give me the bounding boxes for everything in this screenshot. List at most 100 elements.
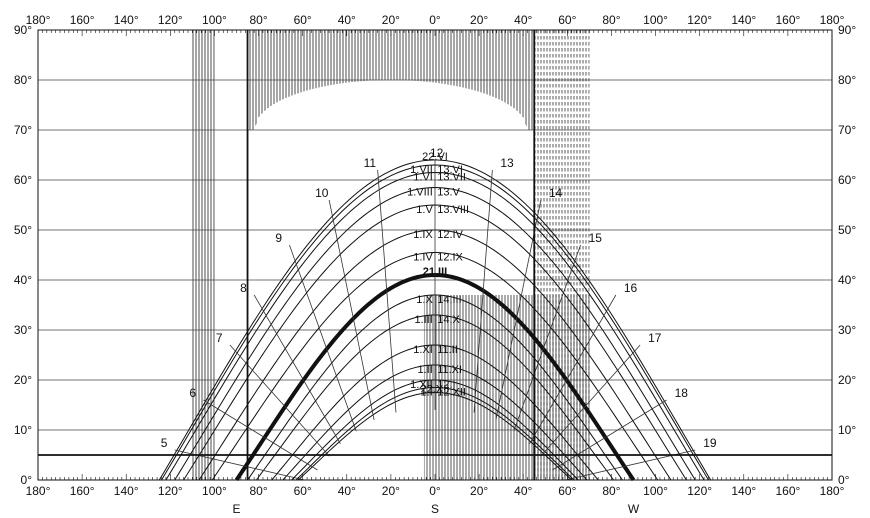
compass-label-E: E xyxy=(232,502,240,516)
x-tick-label-top: 120° xyxy=(687,13,712,27)
hour-label-12: 12 xyxy=(430,146,444,160)
x-tick-label-top: 20° xyxy=(382,13,400,27)
hour-line-8 xyxy=(253,294,341,444)
date-label-right-13: 12.XII xyxy=(437,387,466,399)
x-tick-label-bottom: 160° xyxy=(70,484,95,498)
axes: 180°180°160°160°140°140°120°120°100°100°… xyxy=(14,13,857,516)
date-label-0: 22.VI xyxy=(422,151,448,163)
date-label-right-9: 14.X xyxy=(437,314,460,326)
hour-label-10: 10 xyxy=(315,186,329,200)
hour-label-11: 11 xyxy=(364,156,377,170)
hour-label-14: 14 xyxy=(549,186,563,200)
hour-label-15: 15 xyxy=(589,231,603,245)
y-tick-label-right: 10° xyxy=(838,423,856,437)
hour-label-16: 16 xyxy=(624,281,638,295)
y-tick-label-right: 50° xyxy=(838,223,856,237)
y-tick-label-left: 30° xyxy=(14,323,32,337)
date-label-14: 22.XII xyxy=(421,384,450,396)
hour-label-8: 8 xyxy=(240,281,247,295)
y-tick-label-left: 0° xyxy=(21,473,33,487)
date-label-right-5: 12.IV xyxy=(437,229,463,241)
date-label-right-10: 11.II xyxy=(437,344,458,356)
date-label-left-1: 1.VII xyxy=(410,164,433,176)
date-label-left-3: 1.VIII xyxy=(407,187,433,199)
hour-label-9: 9 xyxy=(275,231,282,245)
x-tick-label-top: 40° xyxy=(338,13,356,27)
x-tick-label-bottom: 40° xyxy=(338,484,356,498)
x-tick-label-bottom: 120° xyxy=(158,484,183,498)
x-tick-label-top: 60° xyxy=(558,13,576,27)
hour-line-15 xyxy=(513,244,581,432)
hour-line-11 xyxy=(377,169,397,413)
hour-line-18 xyxy=(552,399,667,471)
compass-label-W: W xyxy=(628,502,640,516)
y-tick-label-left: 60° xyxy=(14,173,32,187)
hour-label-5: 5 xyxy=(161,436,168,450)
hour-label-19: 19 xyxy=(703,436,717,450)
date-label-left-6: 1.IV xyxy=(413,252,433,264)
labels: 5 6 7 8 9 10 11 12 13 14 15 16 17 18 19 22.VI1.VII 13.VI… xyxy=(161,146,717,450)
date-label-left-8: 1.X xyxy=(416,294,433,306)
hour-label-13: 13 xyxy=(500,156,514,170)
date-label-left-4: 1.V xyxy=(416,204,433,216)
hour-line-16 xyxy=(529,294,617,444)
x-tick-label-bottom: 180° xyxy=(26,484,51,498)
x-tick-label-top: 60° xyxy=(294,13,312,27)
x-tick-label-bottom: 60° xyxy=(294,484,312,498)
date-label-right-12: 12.I xyxy=(437,379,455,391)
hour-label-17: 17 xyxy=(648,331,662,345)
x-tick-label-top: 180° xyxy=(820,13,845,27)
date-label-left-2: 1.VI xyxy=(413,172,433,184)
date-label-right-6: 12.IX xyxy=(437,252,463,264)
shade-column-0 xyxy=(192,30,215,480)
x-tick-label-bottom: 120° xyxy=(687,484,712,498)
x-tick-label-top: 100° xyxy=(202,13,227,27)
x-tick-label-top: 20° xyxy=(470,13,488,27)
x-tick-label-top: 100° xyxy=(643,13,668,27)
date-label-left-9: 1.III xyxy=(414,314,432,326)
x-tick-label-top: 140° xyxy=(731,13,756,27)
date-label-left-5: 1.IX xyxy=(413,229,433,241)
date-label-right-8: 14.III xyxy=(437,294,461,306)
hour-line-9 xyxy=(289,244,357,432)
date-label-right-4: 13.VIII xyxy=(437,204,469,216)
obstruction-lines xyxy=(38,30,832,480)
date-label-7: 21.III xyxy=(423,266,447,278)
x-tick-label-top: 80° xyxy=(249,13,267,27)
x-tick-label-top: 140° xyxy=(114,13,139,27)
x-tick-label-bottom: 20° xyxy=(382,484,400,498)
y-tick-label-right: 40° xyxy=(838,273,856,287)
x-tick-label-bottom: 100° xyxy=(643,484,668,498)
x-tick-label-top: 0° xyxy=(429,13,441,27)
hour-lines xyxy=(174,160,696,481)
y-tick-label-left: 70° xyxy=(14,123,32,137)
x-tick-label-bottom: 60° xyxy=(558,484,576,498)
hour-label-6: 6 xyxy=(189,386,196,400)
y-tick-label-right: 30° xyxy=(838,323,856,337)
compass-label-S: S xyxy=(431,502,439,516)
x-tick-label-bottom: 80° xyxy=(249,484,267,498)
hour-line-7 xyxy=(229,344,330,457)
y-tick-label-right: 0° xyxy=(838,473,850,487)
x-tick-label-top: 120° xyxy=(158,13,183,27)
x-tick-label-bottom: 180° xyxy=(820,484,845,498)
x-tick-label-bottom: 140° xyxy=(114,484,139,498)
hour-line-10 xyxy=(328,199,375,421)
x-tick-label-bottom: 40° xyxy=(514,484,532,498)
hour-line-17 xyxy=(540,344,641,457)
hour-label-18: 18 xyxy=(675,386,689,400)
y-tick-label-right: 20° xyxy=(838,373,856,387)
y-tick-label-right: 80° xyxy=(838,73,856,87)
date-label-left-13: 1.I xyxy=(421,387,433,399)
x-tick-label-bottom: 80° xyxy=(602,484,620,498)
hour-line-6 xyxy=(203,399,318,471)
dome-clear xyxy=(254,80,528,130)
x-tick-label-top: 80° xyxy=(602,13,620,27)
y-tick-label-left: 40° xyxy=(14,273,32,287)
date-label-right-1: 13.VI xyxy=(437,164,463,176)
y-tick-label-left: 20° xyxy=(14,373,32,387)
y-tick-label-right: 70° xyxy=(838,123,856,137)
y-tick-label-right: 90° xyxy=(838,23,856,37)
y-tick-label-right: 60° xyxy=(838,173,856,187)
